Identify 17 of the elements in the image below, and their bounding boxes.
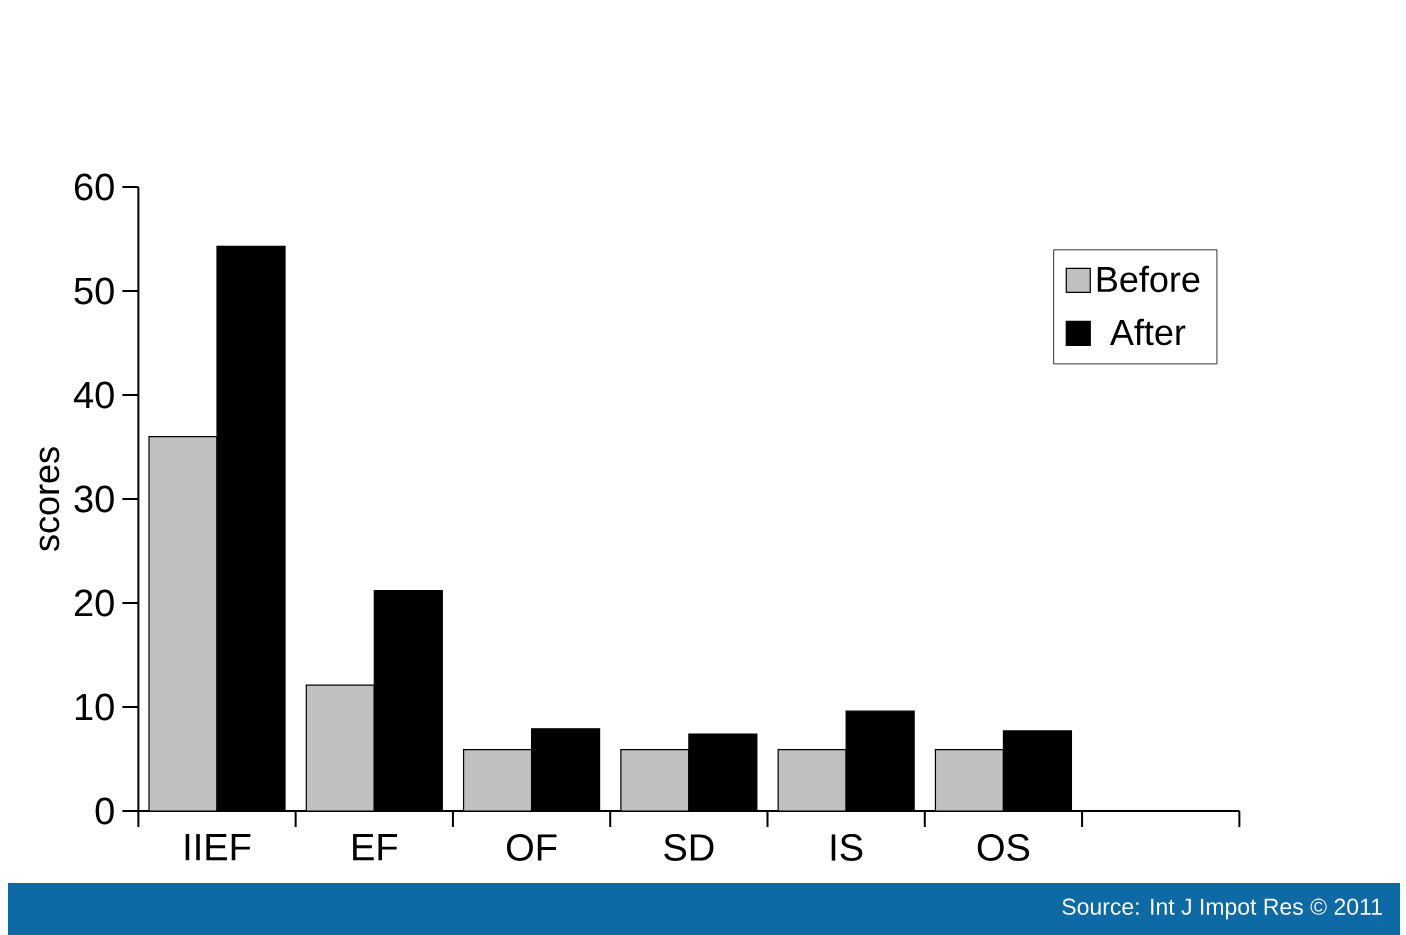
x-tick-label: IIEF xyxy=(185,834,251,861)
y-tick-label: 30 xyxy=(74,485,114,513)
y-tick-label: 20 xyxy=(74,589,114,617)
x-tick-label: IS xyxy=(831,834,863,861)
legend-label: Before xyxy=(1097,265,1200,293)
y-tick-label: 60 xyxy=(74,173,114,201)
x-tick-label: OF xyxy=(506,834,557,861)
x-tick-label: EF xyxy=(353,834,398,861)
y-tick-label: 10 xyxy=(75,693,114,721)
y-tick-label: 50 xyxy=(74,277,114,305)
y-axis-title: scores xyxy=(39,447,60,551)
source-note: Source: Int J Impot Res © 2011 xyxy=(1062,898,1382,920)
y-tick-label: 0 xyxy=(95,797,114,825)
x-tick-label: OS xyxy=(977,834,1030,861)
y-tick-label: 40 xyxy=(73,381,114,409)
x-tick-label: SD xyxy=(664,834,714,861)
legend-label: After xyxy=(1109,318,1186,346)
